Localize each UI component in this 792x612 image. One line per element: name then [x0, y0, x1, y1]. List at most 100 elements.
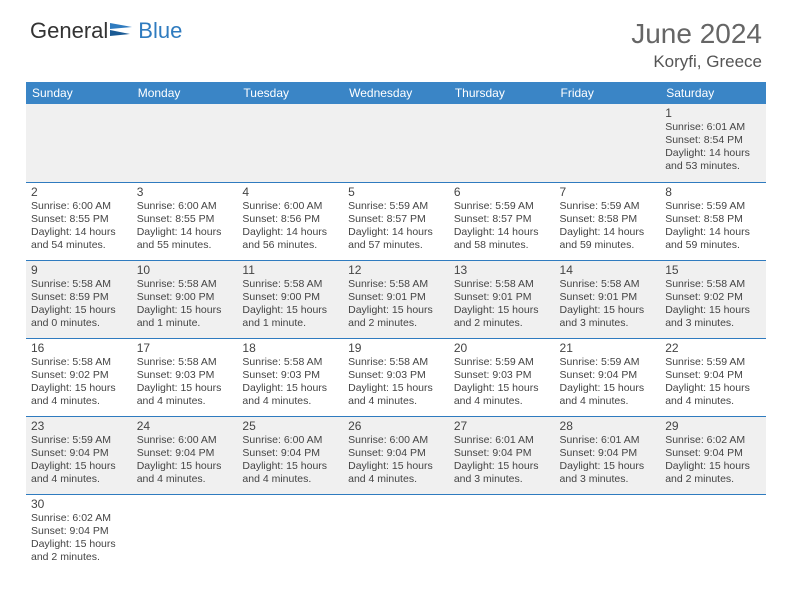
daylight-text: Daylight: 14 hours and 57 minutes.: [348, 226, 444, 252]
sunset-text: Sunset: 8:55 PM: [31, 213, 127, 226]
sunrise-text: Sunrise: 5:58 AM: [348, 356, 444, 369]
sunrise-text: Sunrise: 6:02 AM: [665, 434, 761, 447]
sunrise-text: Sunrise: 6:01 AM: [560, 434, 656, 447]
day-number: 5: [348, 185, 444, 200]
sunset-text: Sunset: 8:57 PM: [348, 213, 444, 226]
sunrise-text: Sunrise: 5:58 AM: [242, 278, 338, 291]
daylight-text: Daylight: 15 hours and 4 minutes.: [31, 460, 127, 486]
sunrise-text: Sunrise: 5:59 AM: [560, 200, 656, 213]
sunset-text: Sunset: 8:56 PM: [242, 213, 338, 226]
calendar-day: 10Sunrise: 5:58 AMSunset: 9:00 PMDayligh…: [132, 260, 238, 338]
sunset-text: Sunset: 8:54 PM: [665, 134, 761, 147]
sunset-text: Sunset: 9:04 PM: [454, 447, 550, 460]
calendar-day: 7Sunrise: 5:59 AMSunset: 8:58 PMDaylight…: [555, 182, 661, 260]
day-number: 10: [137, 263, 233, 278]
daylight-text: Daylight: 15 hours and 2 minutes.: [665, 460, 761, 486]
sunset-text: Sunset: 9:04 PM: [31, 447, 127, 460]
sunrise-text: Sunrise: 5:58 AM: [454, 278, 550, 291]
sunrise-text: Sunrise: 6:00 AM: [137, 434, 233, 447]
sunset-text: Sunset: 9:04 PM: [665, 447, 761, 460]
sunrise-text: Sunrise: 5:58 AM: [31, 278, 127, 291]
sunset-text: Sunset: 9:04 PM: [560, 447, 656, 460]
calendar-day: 22Sunrise: 5:59 AMSunset: 9:04 PMDayligh…: [660, 338, 766, 416]
sunset-text: Sunset: 9:04 PM: [31, 525, 127, 538]
day-number: 23: [31, 419, 127, 434]
day-number: 1: [665, 106, 761, 121]
sunset-text: Sunset: 9:03 PM: [137, 369, 233, 382]
calendar-day: 5Sunrise: 5:59 AMSunset: 8:57 PMDaylight…: [343, 182, 449, 260]
day-number: 3: [137, 185, 233, 200]
sunset-text: Sunset: 8:55 PM: [137, 213, 233, 226]
sunrise-text: Sunrise: 6:00 AM: [348, 434, 444, 447]
daylight-text: Daylight: 14 hours and 58 minutes.: [454, 226, 550, 252]
sunset-text: Sunset: 9:03 PM: [348, 369, 444, 382]
daylight-text: Daylight: 15 hours and 4 minutes.: [560, 382, 656, 408]
calendar-week: 1Sunrise: 6:01 AMSunset: 8:54 PMDaylight…: [26, 104, 766, 182]
day-number: 19: [348, 341, 444, 356]
day-number: 24: [137, 419, 233, 434]
sunset-text: Sunset: 9:04 PM: [665, 369, 761, 382]
sunset-text: Sunset: 8:57 PM: [454, 213, 550, 226]
calendar-day: 29Sunrise: 6:02 AMSunset: 9:04 PMDayligh…: [660, 416, 766, 494]
location: Koryfi, Greece: [631, 52, 762, 72]
daylight-text: Daylight: 15 hours and 4 minutes.: [242, 460, 338, 486]
day-number: 11: [242, 263, 338, 278]
sunrise-text: Sunrise: 6:00 AM: [242, 434, 338, 447]
day-number: 4: [242, 185, 338, 200]
calendar-day: 21Sunrise: 5:59 AMSunset: 9:04 PMDayligh…: [555, 338, 661, 416]
daylight-text: Daylight: 15 hours and 2 minutes.: [454, 304, 550, 330]
day-header: Sunday: [26, 82, 132, 104]
day-number: 14: [560, 263, 656, 278]
day-header: Monday: [132, 82, 238, 104]
sunset-text: Sunset: 9:00 PM: [242, 291, 338, 304]
day-header: Friday: [555, 82, 661, 104]
sunset-text: Sunset: 9:04 PM: [348, 447, 444, 460]
day-number: 12: [348, 263, 444, 278]
day-number: 20: [454, 341, 550, 356]
day-header: Saturday: [660, 82, 766, 104]
day-number: 29: [665, 419, 761, 434]
calendar-week: 2Sunrise: 6:00 AMSunset: 8:55 PMDaylight…: [26, 182, 766, 260]
calendar-day: 20Sunrise: 5:59 AMSunset: 9:03 PMDayligh…: [449, 338, 555, 416]
day-number: 30: [31, 497, 127, 512]
sunrise-text: Sunrise: 5:58 AM: [348, 278, 444, 291]
day-number: 8: [665, 185, 761, 200]
sunrise-text: Sunrise: 5:58 AM: [137, 356, 233, 369]
daylight-text: Daylight: 14 hours and 59 minutes.: [560, 226, 656, 252]
daylight-text: Daylight: 15 hours and 4 minutes.: [137, 382, 233, 408]
sunset-text: Sunset: 9:04 PM: [560, 369, 656, 382]
logo-text-blue: Blue: [138, 18, 182, 44]
day-number: 27: [454, 419, 550, 434]
daylight-text: Daylight: 15 hours and 3 minutes.: [454, 460, 550, 486]
calendar-day: 17Sunrise: 5:58 AMSunset: 9:03 PMDayligh…: [132, 338, 238, 416]
day-header: Tuesday: [237, 82, 343, 104]
daylight-text: Daylight: 15 hours and 3 minutes.: [560, 304, 656, 330]
day-number: 18: [242, 341, 338, 356]
daylight-text: Daylight: 15 hours and 4 minutes.: [31, 382, 127, 408]
sunrise-text: Sunrise: 6:00 AM: [31, 200, 127, 213]
calendar-day: 30Sunrise: 6:02 AMSunset: 9:04 PMDayligh…: [26, 494, 132, 572]
sunrise-text: Sunrise: 5:59 AM: [665, 356, 761, 369]
calendar-day: 19Sunrise: 5:58 AMSunset: 9:03 PMDayligh…: [343, 338, 449, 416]
calendar-day: 6Sunrise: 5:59 AMSunset: 8:57 PMDaylight…: [449, 182, 555, 260]
sunset-text: Sunset: 9:01 PM: [560, 291, 656, 304]
sunrise-text: Sunrise: 6:00 AM: [242, 200, 338, 213]
daylight-text: Daylight: 14 hours and 56 minutes.: [242, 226, 338, 252]
sunset-text: Sunset: 9:01 PM: [454, 291, 550, 304]
daylight-text: Daylight: 14 hours and 53 minutes.: [665, 147, 761, 173]
calendar-day-empty: [26, 104, 132, 182]
calendar-day: 18Sunrise: 5:58 AMSunset: 9:03 PMDayligh…: [237, 338, 343, 416]
sunrise-text: Sunrise: 5:59 AM: [560, 356, 656, 369]
calendar-day: 27Sunrise: 6:01 AMSunset: 9:04 PMDayligh…: [449, 416, 555, 494]
day-number: 25: [242, 419, 338, 434]
calendar-week: 9Sunrise: 5:58 AMSunset: 8:59 PMDaylight…: [26, 260, 766, 338]
day-number: 26: [348, 419, 444, 434]
sunrise-text: Sunrise: 6:01 AM: [665, 121, 761, 134]
daylight-text: Daylight: 15 hours and 4 minutes.: [348, 382, 444, 408]
daylight-text: Daylight: 15 hours and 4 minutes.: [242, 382, 338, 408]
calendar-day-empty: [343, 494, 449, 572]
calendar-day: 26Sunrise: 6:00 AMSunset: 9:04 PMDayligh…: [343, 416, 449, 494]
sunrise-text: Sunrise: 5:58 AM: [242, 356, 338, 369]
calendar-day: 9Sunrise: 5:58 AMSunset: 8:59 PMDaylight…: [26, 260, 132, 338]
calendar-table: SundayMondayTuesdayWednesdayThursdayFrid…: [26, 82, 766, 572]
